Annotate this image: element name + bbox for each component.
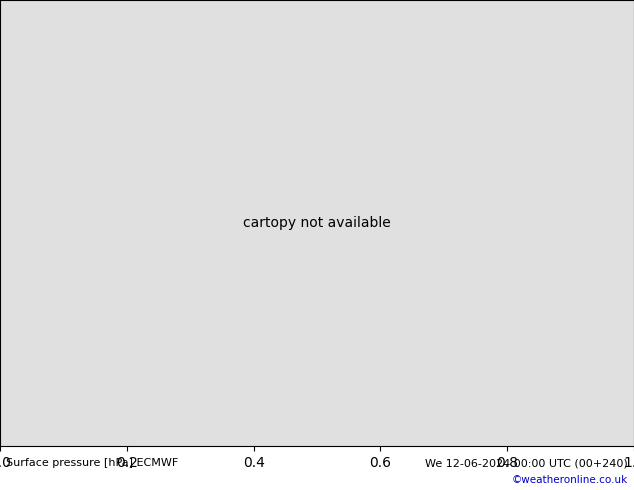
Text: cartopy not available: cartopy not available (243, 216, 391, 230)
Text: Surface pressure [hPa] ECMWF: Surface pressure [hPa] ECMWF (6, 458, 179, 468)
Text: We 12-06-2024 00:00 UTC (00+240): We 12-06-2024 00:00 UTC (00+240) (425, 458, 628, 468)
Text: ©weatheronline.co.uk: ©weatheronline.co.uk (512, 475, 628, 485)
